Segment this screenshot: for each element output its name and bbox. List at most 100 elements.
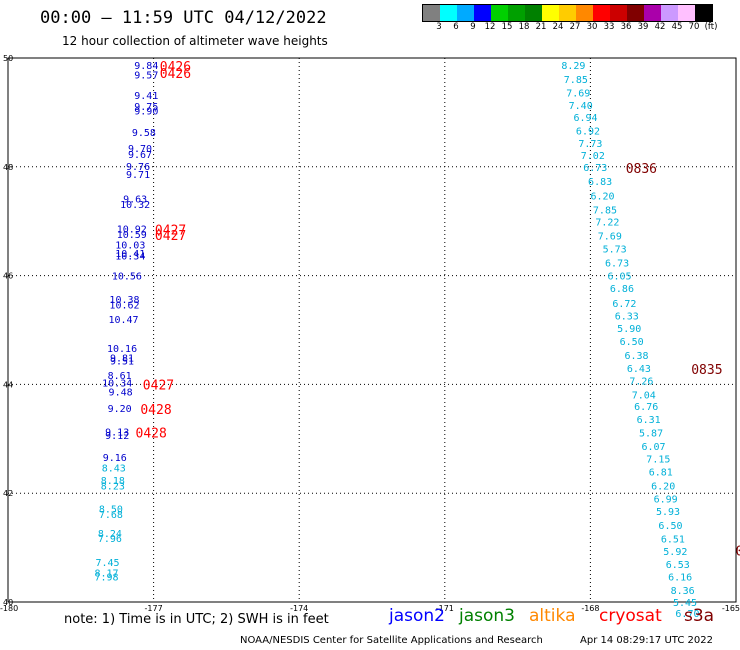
wave-height-value: 6.31 xyxy=(637,415,661,426)
lon-label: -171 xyxy=(436,604,454,613)
legend-swatch xyxy=(440,5,457,21)
wave-height-value: 9.76 xyxy=(126,162,150,173)
wave-height-value: 7.04 xyxy=(632,390,656,401)
legend-label: 15 xyxy=(501,22,513,32)
wave-height-value: 6.76 xyxy=(634,402,658,413)
lon-label: -174 xyxy=(290,604,308,613)
pass-time-label: 0835 xyxy=(691,363,722,378)
wave-height-value: 6.92 xyxy=(576,126,600,137)
map-frame xyxy=(7,57,737,603)
legend-label: 12 xyxy=(484,22,496,32)
wave-height-value: 10.47 xyxy=(108,315,138,326)
wave-height-value: 7.68 xyxy=(99,510,123,521)
wave-height-value: 10.34 xyxy=(102,378,132,389)
legend-label: 18 xyxy=(518,22,530,32)
wave-height-value: 8.43 xyxy=(102,464,126,475)
wave-height-value: 6.16 xyxy=(668,573,692,584)
legend-swatch xyxy=(457,5,474,21)
wave-height-value: 6.20 xyxy=(651,482,675,493)
wave-height-value: 6.72 xyxy=(612,299,636,310)
satellite-label: altika xyxy=(529,606,576,626)
wave-height-value: 6.33 xyxy=(615,311,639,322)
pass-time-label: 08 xyxy=(735,544,740,559)
wave-height-value: 7.69 xyxy=(598,231,622,242)
wave-height-value: 6.86 xyxy=(610,284,634,295)
legend-swatch xyxy=(627,5,644,21)
legend-swatch xyxy=(678,5,695,21)
wave-height-value: 9.41 xyxy=(134,91,158,102)
wave-height-value: 8.61 xyxy=(108,371,132,382)
pass-time-label: 0428 xyxy=(140,403,171,418)
legend-swatch xyxy=(508,5,525,21)
legend-swatch xyxy=(423,5,440,21)
wave-height-value: 8.18 xyxy=(101,476,125,487)
wave-height-value: 5.93 xyxy=(656,507,680,518)
pass-time-label: 0427 xyxy=(143,378,174,393)
legend-label: 33 xyxy=(603,22,615,32)
wave-height-value: 9.67 xyxy=(128,150,152,161)
wave-height-value: 6.99 xyxy=(654,495,678,506)
pass-time-label: 0426 xyxy=(160,60,191,75)
credit-line: NOAA/NESDIS Center for Satellite Applica… xyxy=(240,635,543,646)
wave-height-value: 10.56 xyxy=(112,272,142,283)
wave-height-value: 8.36 xyxy=(671,586,695,597)
wave-height-value: 7.02 xyxy=(581,151,605,162)
wave-height-value: 7.98 xyxy=(94,573,118,584)
wave-height-value: 10.32 xyxy=(120,200,150,211)
legend-swatch xyxy=(644,5,661,21)
footer-note: note: 1) Time is in UTC; 2) SWH is in fe… xyxy=(64,612,329,627)
wave-height-value: 9.16 xyxy=(103,453,127,464)
wave-height-value: 5.87 xyxy=(639,428,663,439)
page-subtitle: 12 hour collection of altimeter wave hei… xyxy=(62,34,328,48)
wave-height-value: 10.92 xyxy=(117,224,147,235)
lon-label: -180 xyxy=(0,604,18,613)
wave-height-value: 6.53 xyxy=(666,560,690,571)
wave-height-value: 10.38 xyxy=(109,295,139,306)
wave-height-value: 9.57 xyxy=(134,70,158,81)
legend-swatch xyxy=(593,5,610,21)
wave-height-value: 7.40 xyxy=(569,101,593,112)
legend-label: 27 xyxy=(569,22,581,32)
wave-height-value: 6.81 xyxy=(649,468,673,479)
wave-height-value: 6.05 xyxy=(607,272,631,283)
wave-height-value: 9.71 xyxy=(126,170,150,181)
wave-height-value: 6.38 xyxy=(624,351,648,362)
lat-label: 44 xyxy=(3,380,13,389)
legend-label: 45 xyxy=(671,22,683,32)
legend-swatch xyxy=(559,5,576,21)
wave-height-value: 9.70 xyxy=(128,144,152,155)
wave-height-value: 9.90 xyxy=(134,106,158,117)
wave-height-value: 6.43 xyxy=(627,364,651,375)
legend-swatch xyxy=(491,5,508,21)
wave-height-value: 9.81 xyxy=(110,353,134,364)
wave-height-value: 5.90 xyxy=(617,324,641,335)
wave-height-value: 6.73 xyxy=(583,163,607,174)
wave-height-value: 5.92 xyxy=(663,547,687,558)
wave-height-value: 9.48 xyxy=(109,388,133,399)
pass-time-label: 0836 xyxy=(626,162,657,177)
wave-height-value: 6.50 xyxy=(620,337,644,348)
wave-height-value: 8.17 xyxy=(94,569,118,580)
legend-label: 3 xyxy=(436,22,442,32)
page-title: 00:00 — 11:59 UTC 04/12/2022 xyxy=(40,8,327,28)
wave-height-value: 6.83 xyxy=(588,177,612,188)
lon-label: -177 xyxy=(145,604,163,613)
wave-height-value: 9.51 xyxy=(110,357,134,368)
wave-height-value: 7.15 xyxy=(646,454,670,465)
wave-height-value: 6.94 xyxy=(573,113,597,124)
wave-height-value: 6.20 xyxy=(590,192,614,203)
legend-swatch xyxy=(542,5,559,21)
satellite-label: cryosat xyxy=(599,606,662,626)
legend-label: 42 xyxy=(654,22,666,32)
wave-height-value: 8.24 xyxy=(98,529,122,540)
wave-height-value: 10.03 xyxy=(115,241,145,252)
wave-height-value: 9.13 xyxy=(105,427,129,438)
legend-swatch xyxy=(695,5,712,21)
lat-label: 46 xyxy=(3,272,13,281)
pass-time-label: 0428 xyxy=(136,426,167,441)
wave-height-value: 7.85 xyxy=(564,75,588,86)
legend-label: 39 xyxy=(637,22,649,32)
wave-height-value: 6.51 xyxy=(661,534,685,545)
pass-time-label: 0426 xyxy=(160,67,191,82)
